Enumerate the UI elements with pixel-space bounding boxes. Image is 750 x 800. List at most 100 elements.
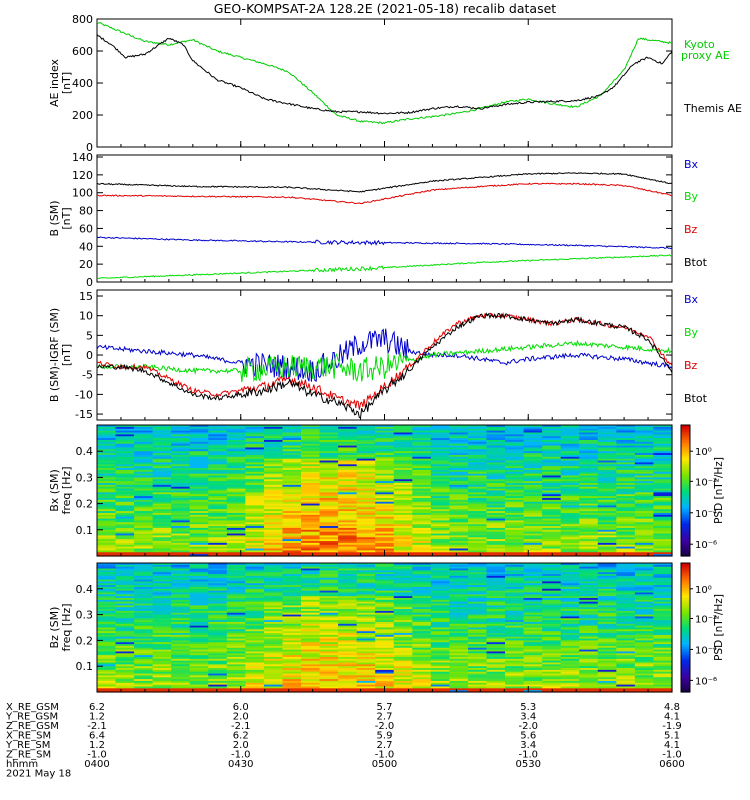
spectrogram-cell	[597, 438, 617, 441]
spectrogram-cell	[393, 514, 413, 518]
spectrogram-cell	[616, 436, 636, 439]
spectrogram-cell	[134, 684, 154, 688]
spectrogram-cell	[208, 441, 228, 445]
spectrogram-cell	[412, 688, 432, 691]
spectrogram-cell	[653, 656, 673, 660]
spectrogram-cell	[653, 574, 673, 577]
spectrogram-cell	[467, 586, 488, 590]
spectrogram-cell	[263, 581, 284, 584]
spectrogram-cell	[634, 518, 655, 522]
spectrogram-cell	[467, 660, 488, 664]
spectrogram-cell	[263, 456, 284, 460]
spectrogram-cell	[226, 520, 246, 523]
spectrogram-cell	[338, 618, 358, 621]
spectrogram-cell	[393, 612, 413, 616]
legend-by: By	[684, 326, 699, 339]
spectrogram-cell	[338, 564, 358, 568]
spectrogram-cell	[375, 432, 395, 435]
colorbar-segment	[681, 527, 690, 531]
spectrogram-cell	[393, 623, 413, 627]
spectrogram-cell	[226, 618, 246, 621]
spectrogram-cell	[634, 585, 655, 588]
spectrogram-cell	[226, 486, 246, 490]
spectrogram-cell	[245, 451, 265, 454]
spectrogram-cell	[282, 432, 302, 435]
spectrogram-cell	[134, 471, 154, 475]
spectrogram-cell	[542, 468, 562, 471]
spectrogram-cell	[393, 575, 413, 579]
spectrogram-cell	[467, 627, 488, 630]
orbit-value: 3.4	[520, 740, 536, 751]
spectrogram-cell	[115, 516, 135, 520]
spectrogram-cell	[653, 425, 673, 428]
spectrogram-cell	[338, 592, 358, 595]
spectrogram-cell	[115, 588, 135, 592]
spectrogram-cell	[597, 594, 617, 597]
spectrogram-cell	[208, 466, 228, 469]
spectrogram-cell	[560, 509, 580, 512]
spectrogram-cell	[208, 614, 228, 618]
spectrogram-cell	[523, 479, 543, 482]
spectrogram-cell	[152, 666, 172, 669]
spectrogram-cell	[430, 588, 451, 592]
spectrogram-cell	[189, 609, 209, 612]
spectrogram-cell	[523, 520, 543, 523]
spectrogram-cell	[97, 484, 117, 488]
spectrogram-cell	[467, 546, 488, 550]
spectrogram-cell	[449, 518, 469, 522]
spectrogram-cell	[393, 671, 413, 675]
spectrogram-cell	[301, 533, 321, 537]
spectrogram-cell	[505, 492, 525, 495]
spectrogram-cell	[245, 471, 265, 475]
spectrogram-cell	[467, 649, 488, 653]
spectrogram-cell	[634, 679, 655, 682]
spectrogram-cell	[189, 518, 209, 522]
spectrogram-cell	[226, 588, 246, 592]
spectrogram-cell	[152, 488, 172, 492]
colorbar-segment	[681, 631, 690, 635]
spectrogram-cell	[597, 638, 617, 641]
spectrogram-cell	[653, 634, 673, 638]
spectrogram-cell	[319, 662, 339, 665]
spectrogram-cell	[616, 655, 636, 658]
spectrogram-cell	[560, 548, 580, 551]
spectrogram-cell	[356, 631, 376, 634]
spectrogram-cell	[449, 439, 469, 443]
colorbar-segment	[681, 653, 690, 657]
spectrogram-cell	[634, 481, 655, 484]
spectrogram-cell	[616, 552, 636, 555]
spectrogram-cell	[560, 601, 580, 605]
spectrogram-cell	[616, 524, 636, 527]
spectrogram-cell	[319, 629, 339, 632]
spectrogram-cell	[393, 645, 413, 649]
spectrogram-cell	[412, 460, 432, 464]
spectrogram-cell	[449, 430, 469, 434]
spectrogram-cell	[393, 544, 413, 548]
spectrogram-cell	[189, 449, 209, 452]
spectrogram-cell	[226, 603, 246, 606]
spectrogram-cell	[467, 501, 488, 505]
spectrogram-cell	[152, 642, 172, 645]
spectrogram-cell	[616, 603, 636, 606]
spectrogram-cell	[171, 524, 191, 527]
spectrogram-cell	[486, 439, 506, 443]
spectrogram-cell	[430, 438, 451, 441]
spectrogram-cell	[245, 477, 265, 480]
spectrogram-cell	[301, 447, 321, 450]
spectrogram-cell	[523, 653, 543, 656]
spectrogram-cell	[634, 572, 655, 575]
spectrogram-cell	[393, 468, 413, 471]
spectrogram-cell	[171, 621, 191, 625]
colorbar-segment	[681, 642, 690, 646]
spectrogram-cell	[319, 439, 339, 443]
spectrogram-cell	[301, 486, 321, 490]
spectrogram-cell	[319, 533, 339, 537]
spectrogram-cell	[449, 462, 469, 465]
spectrogram-cell	[282, 675, 302, 678]
spectrogram-cell	[542, 610, 562, 614]
spectrogram-cell	[263, 529, 284, 533]
spectrogram-cell	[245, 453, 265, 456]
spectrogram-cell	[301, 629, 321, 632]
y-tick-label: 5	[86, 329, 93, 342]
spectrogram-cell	[412, 475, 432, 478]
